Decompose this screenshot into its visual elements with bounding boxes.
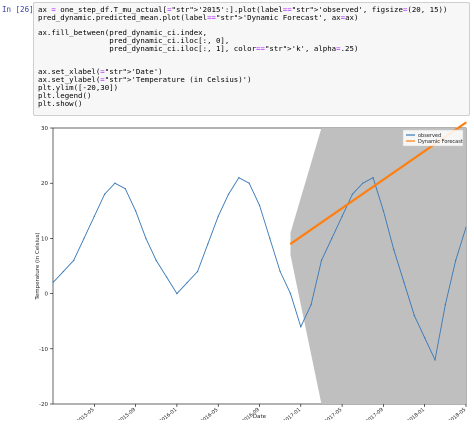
data-point — [300, 326, 302, 328]
code-line: ax.set_xlabel(="str">'Date' — [38, 67, 159, 77]
forecast-chart: -20 -10 0 10 20 30 2015-05 2015-09 2016-01 2016-0… — [35, 121, 467, 424]
x-tick-label: 2017-01 — [282, 407, 302, 420]
data-point — [103, 193, 106, 195]
data-point — [145, 237, 147, 240]
data-point — [454, 259, 457, 262]
y-axis-label: Temperature (in Celsius) — [35, 232, 41, 300]
data-point — [310, 303, 312, 306]
data-point — [382, 210, 385, 212]
legend-label: Dynamic Forecast — [418, 139, 463, 145]
data-point — [279, 270, 281, 273]
legend-label: observed — [418, 133, 441, 139]
y-tick-label: -20 — [39, 402, 48, 408]
data-point — [176, 292, 178, 295]
confidence-band — [290, 128, 466, 404]
data-point — [393, 248, 395, 251]
data-point — [413, 314, 416, 317]
code-editor[interactable]: ax = one_step_df.T_mu_actual[="str">'201… — [38, 5, 448, 108]
code-line: ax.set_ylabel(="str">'Temperature (in Ce… — [38, 75, 248, 85]
code-line: pred_dynamic.predicted_mean.plot(label==… — [38, 12, 323, 22]
code-line: plt.ylim([-20,30]) — [38, 82, 119, 92]
data-point — [289, 243, 292, 245]
data-point — [403, 281, 405, 284]
x-tick-label: 2018-01 — [406, 407, 426, 420]
code-line: plt.legend() — [38, 90, 92, 100]
data-point — [331, 237, 333, 240]
data-point — [83, 237, 85, 240]
x-tick-label: 2017-09 — [365, 407, 385, 420]
data-point — [289, 292, 292, 295]
x-tick-label: 2015-05 — [76, 407, 96, 420]
code-line: pred_dynamic_ci.iloc[:, 0], — [38, 36, 230, 46]
data-point — [465, 226, 467, 229]
x-tick-label: 2017-05 — [324, 407, 344, 420]
code-line: pred_dynamic_ci.iloc[:, 1], color=="str"… — [38, 43, 305, 53]
data-point — [320, 259, 323, 262]
y-tick-label: 20 — [41, 181, 48, 187]
data-point — [444, 303, 447, 306]
data-point — [124, 188, 126, 190]
code-cell[interactable]: ax = one_step_df.T_mu_actual[="str">'201… — [33, 2, 470, 116]
y-tick-label: 30 — [41, 126, 48, 132]
data-point — [227, 193, 230, 195]
code-line: ax = one_step_df.T_mu_actual[="str">'201… — [38, 5, 225, 14]
data-point — [52, 281, 54, 284]
data-point — [424, 337, 426, 339]
data-point — [351, 193, 354, 195]
data-point — [372, 176, 374, 179]
data-point — [196, 270, 199, 273]
y-tick-label: 10 — [41, 236, 48, 242]
code-line: plt.show() — [38, 98, 83, 108]
data-point — [434, 359, 436, 361]
x-tick-label: 2018-05 — [447, 407, 467, 420]
code-line: ax.fill_between(pred_dynamic_ci.index, — [38, 28, 208, 38]
y-tick-label: -10 — [39, 347, 48, 353]
data-point — [269, 237, 271, 240]
output-area: -20 -10 0 10 20 30 2015-05 2015-09 2016-01 2016-0… — [33, 120, 474, 424]
data-point — [248, 182, 250, 184]
legend-box — [402, 129, 464, 147]
data-point — [72, 259, 75, 262]
data-point — [217, 215, 219, 218]
x-tick-label: 2016-01 — [158, 407, 178, 420]
data-point — [465, 121, 467, 124]
data-point — [114, 182, 116, 184]
data-point — [93, 215, 95, 218]
data-point — [362, 182, 364, 184]
data-point — [62, 270, 65, 273]
data-point — [186, 281, 188, 284]
x-tick-label: 2015-09 — [117, 407, 137, 420]
data-point — [134, 210, 137, 212]
y-tick-label: 0 — [45, 292, 49, 298]
x-axis-label: Date — [253, 414, 267, 420]
data-point — [207, 243, 209, 245]
data-point — [155, 259, 157, 262]
data-point — [341, 215, 343, 218]
data-point — [165, 276, 168, 278]
cell-prompt: In [26]: — [2, 5, 39, 14]
x-tick-label: 2016-05 — [200, 407, 220, 420]
data-point — [238, 176, 240, 179]
data-point — [258, 204, 261, 206]
